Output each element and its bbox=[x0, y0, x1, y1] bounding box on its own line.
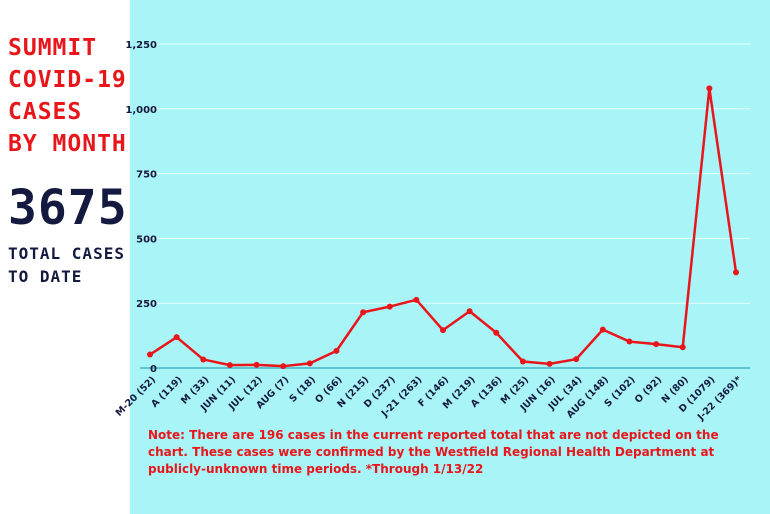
data-point bbox=[626, 338, 633, 345]
chart-title: SUMMIT COVID-19 CASES BY MONTH bbox=[8, 35, 127, 157]
chart-panel bbox=[130, 0, 770, 514]
sidebar: SUMMIT COVID-19 CASES BY MONTH 3675 TOTA… bbox=[0, 0, 130, 514]
x-tick-label: O (92) bbox=[633, 374, 664, 405]
chart-note: Note: There are 196 cases in the current… bbox=[148, 428, 719, 476]
data-point bbox=[493, 329, 500, 336]
total-cases: 3675 bbox=[8, 180, 128, 236]
data-point bbox=[679, 344, 686, 351]
data-point bbox=[573, 356, 580, 363]
data-point bbox=[306, 360, 313, 367]
y-tick-label: 750 bbox=[136, 170, 157, 181]
data-point bbox=[333, 347, 340, 354]
data-point bbox=[173, 334, 180, 341]
data-point bbox=[546, 360, 553, 367]
data-point bbox=[653, 341, 660, 348]
data-point bbox=[200, 356, 207, 363]
data-point bbox=[733, 269, 739, 276]
data-point bbox=[706, 85, 713, 92]
y-tick-label: 250 bbox=[136, 299, 157, 310]
y-tick-label: 1,250 bbox=[125, 40, 157, 51]
data-point bbox=[226, 362, 233, 369]
data-point bbox=[147, 351, 153, 358]
data-point bbox=[599, 326, 606, 333]
data-point bbox=[440, 327, 446, 334]
x-tick-label: S (18) bbox=[287, 374, 317, 404]
data-point bbox=[280, 363, 287, 370]
data-point bbox=[386, 303, 393, 310]
data-point bbox=[466, 308, 473, 315]
y-tick-label: 0 bbox=[150, 364, 157, 375]
data-point bbox=[519, 358, 526, 365]
series-line bbox=[149, 87, 738, 368]
data-point bbox=[413, 296, 420, 303]
total-cases-label: TOTAL CASES TO DATE bbox=[8, 244, 125, 286]
x-tick-label: M-20 (52) bbox=[114, 374, 158, 418]
data-point bbox=[360, 309, 367, 316]
data-point bbox=[253, 361, 260, 368]
y-tick-label: 500 bbox=[136, 234, 157, 245]
y-tick-label: 1,000 bbox=[125, 105, 157, 116]
